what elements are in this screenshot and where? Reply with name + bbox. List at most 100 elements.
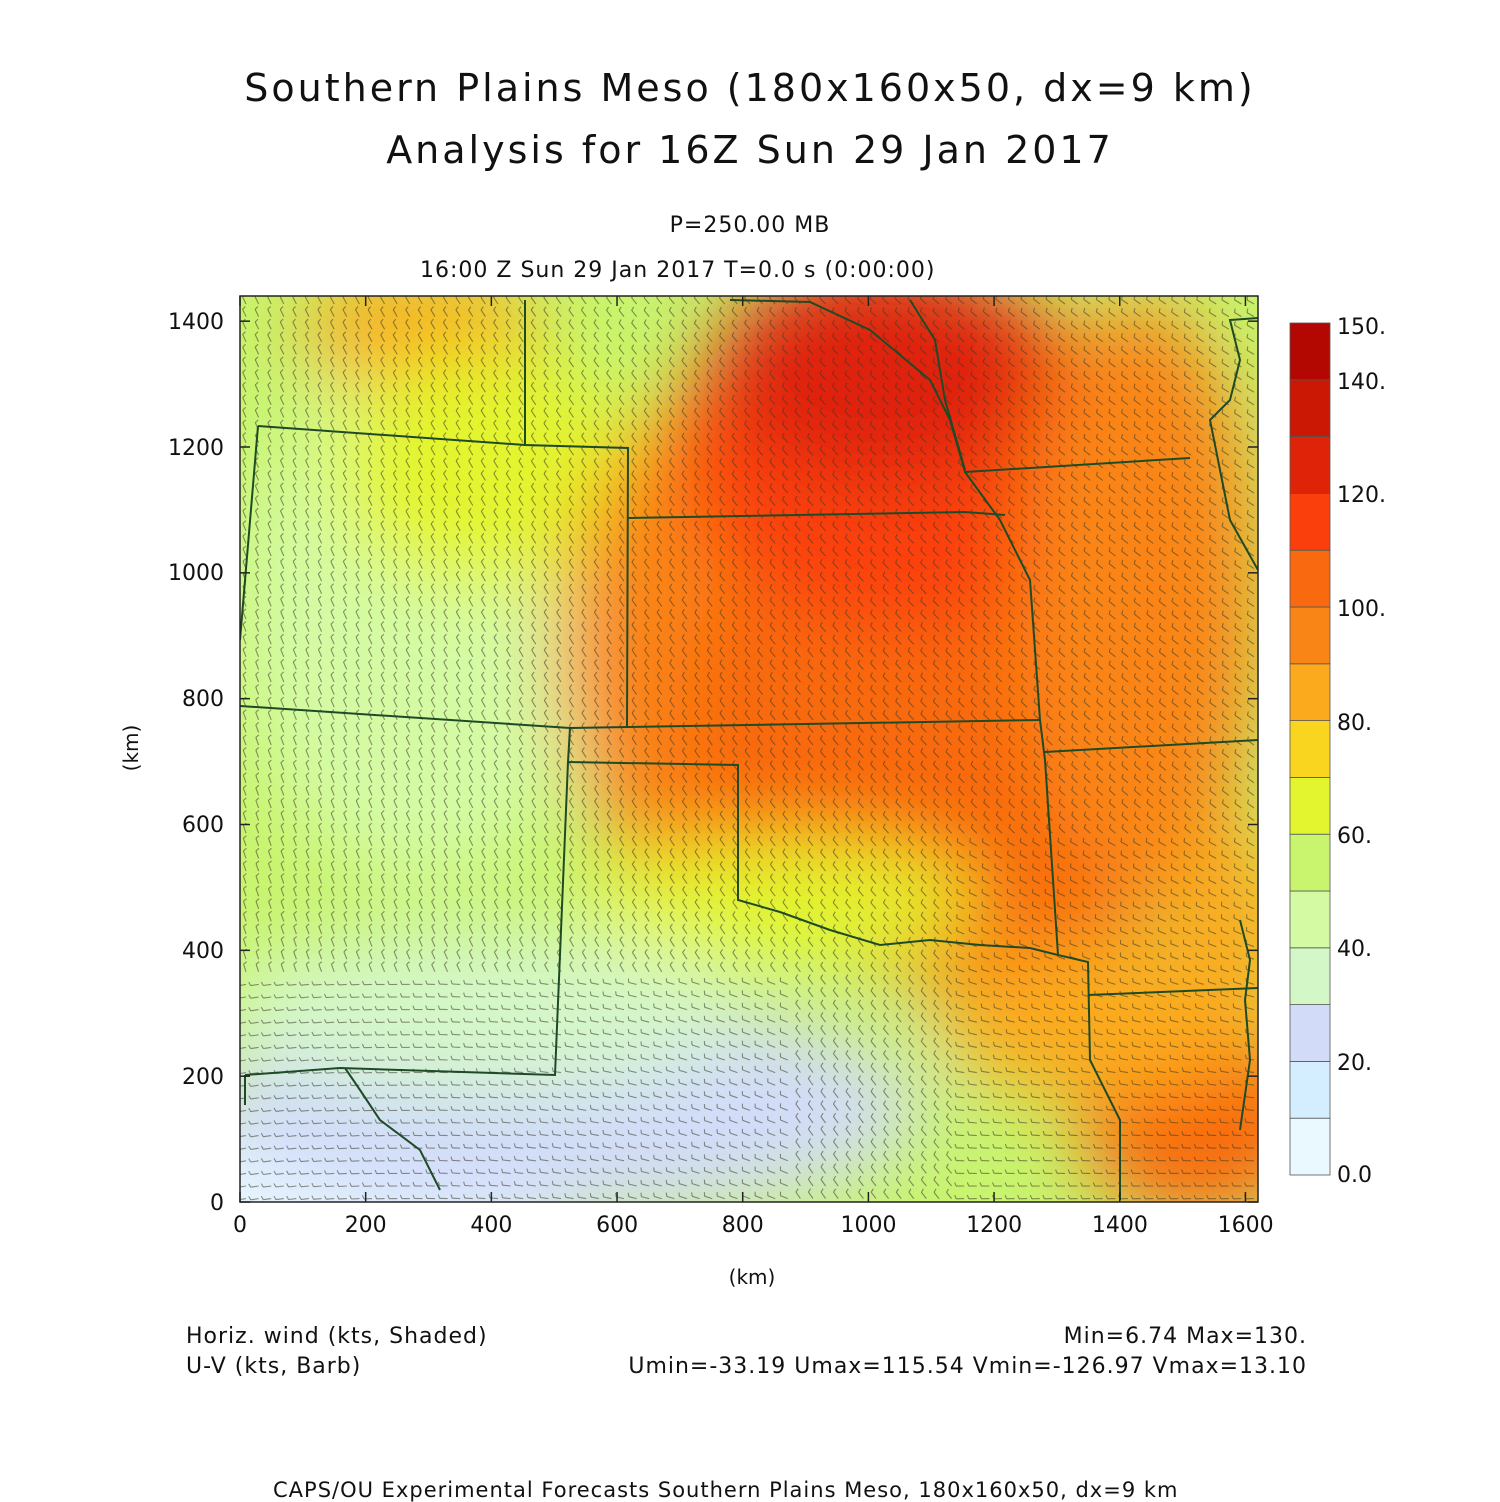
wind-barb-flag	[1171, 333, 1174, 338]
wind-barb	[505, 359, 512, 368]
wind-barb	[694, 410, 701, 418]
wind-barb	[292, 309, 297, 317]
wind-barb	[568, 309, 575, 317]
wind-barb	[1070, 374, 1078, 381]
wind-barb	[1196, 374, 1204, 381]
wind-barb-flag	[380, 356, 384, 361]
wind-barb	[957, 411, 965, 418]
wind-barb-flag	[443, 394, 447, 399]
wind-barb-flag	[1183, 371, 1186, 376]
wind-barb	[781, 323, 789, 330]
wind-barb-flag	[806, 307, 810, 312]
wind-barb-flag	[1146, 320, 1149, 325]
wind-barb-flag	[744, 332, 747, 337]
wind-barb-flag	[530, 318, 534, 323]
wind-barb-flag	[342, 406, 347, 411]
wind-barb	[744, 373, 751, 380]
wind-barb-flag	[1083, 307, 1086, 313]
wind-barb-flag	[731, 394, 735, 400]
wind-barb	[593, 335, 600, 343]
wind-barb	[530, 372, 537, 380]
wind-barb-flag	[1246, 459, 1249, 464]
wind-barb-flag	[1246, 509, 1249, 515]
wind-barb-flag	[606, 394, 610, 399]
wind-barb-flag	[706, 407, 710, 412]
wind-barb-flag	[1158, 396, 1161, 401]
wind-barb-flag	[280, 394, 284, 398]
wind-barb	[656, 322, 663, 330]
wind-barb	[555, 410, 562, 418]
wind-barb	[819, 348, 826, 355]
wind-barb-flag	[1020, 345, 1023, 350]
wind-barb	[543, 297, 549, 305]
wind-barb-flag	[995, 383, 998, 388]
wind-barb	[317, 296, 323, 305]
wind-barb	[1246, 387, 1255, 393]
wind-barb	[1246, 299, 1255, 305]
wind-barb	[442, 347, 449, 355]
wind-barb-flag	[1070, 333, 1073, 338]
wind-barb	[380, 334, 386, 343]
wind-barb	[330, 397, 335, 406]
wind-barb-flag	[1183, 333, 1186, 338]
wind-barb-flag	[330, 356, 334, 361]
wind-barb	[493, 347, 499, 355]
wind-barb-flag	[1058, 332, 1061, 338]
wind-barb-flag	[468, 306, 472, 311]
wind-barb	[869, 361, 877, 368]
wind-barb	[543, 372, 549, 380]
wind-barb	[254, 384, 260, 393]
wind-barb	[668, 297, 675, 305]
wind-barb	[555, 347, 562, 355]
wind-barb	[267, 384, 272, 393]
wind-barb	[543, 334, 549, 343]
wind-barb	[995, 374, 1003, 381]
wind-barb-flag	[1020, 395, 1023, 400]
wind-barb-flag	[480, 407, 485, 411]
wind-barb-flag	[769, 382, 773, 387]
wind-barb-flag	[1133, 358, 1136, 363]
wind-barb	[1070, 361, 1078, 368]
wind-barb-flag	[468, 356, 472, 361]
wind-barb-flag	[342, 343, 347, 348]
wind-barb-flag	[1045, 320, 1048, 325]
wind-barb-flag	[932, 408, 936, 413]
wind-barb-flag	[555, 381, 560, 386]
wind-barb-flag	[1133, 345, 1136, 350]
wind-barb	[380, 347, 386, 355]
wind-barb-flag	[882, 357, 885, 362]
wind-barb	[920, 373, 927, 381]
wind-barb	[443, 385, 449, 393]
wind-barb	[781, 411, 789, 418]
wind-barb	[355, 397, 360, 406]
wind-barb	[706, 398, 713, 406]
wind-barb	[1158, 349, 1167, 355]
wind-barb-flag	[819, 344, 823, 349]
wind-barb	[1020, 399, 1028, 406]
wind-barb-flag	[1108, 307, 1111, 313]
wind-barb-flag	[330, 343, 334, 348]
wind-barb	[781, 385, 789, 393]
wind-barb-flag	[957, 345, 961, 350]
wind-barb	[493, 359, 499, 368]
wind-barb-flag	[455, 356, 459, 361]
wind-barb-flag	[254, 356, 259, 361]
wind-barb-flag	[580, 319, 585, 324]
wind-barb-flag	[1095, 307, 1098, 313]
wind-barb-flag	[844, 319, 848, 324]
wind-barb	[1133, 311, 1141, 318]
wind-barb	[342, 296, 348, 305]
wind-barb	[355, 296, 360, 305]
wind-barb-flag	[1196, 308, 1199, 313]
wind-barb-flag	[1183, 308, 1186, 313]
wind-barb	[1146, 324, 1154, 330]
wind-barb	[895, 373, 902, 380]
wind-barb	[1008, 399, 1015, 406]
wind-barb-flag	[242, 369, 246, 373]
wind-barb	[606, 309, 612, 317]
wind-barb	[1095, 298, 1104, 305]
wind-barb-flag	[932, 370, 936, 375]
wind-barb-flag	[807, 395, 810, 400]
wind-barb	[1133, 387, 1141, 393]
wind-barb	[1171, 374, 1179, 381]
